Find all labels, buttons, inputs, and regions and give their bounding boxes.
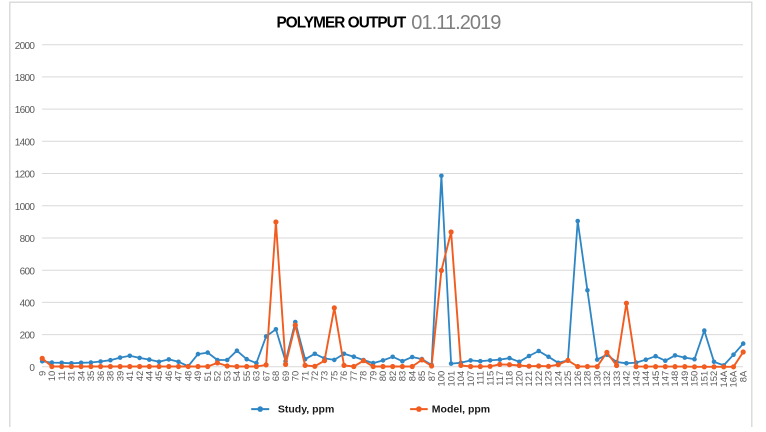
svg-text:85: 85	[416, 371, 427, 381]
svg-text:128: 128	[582, 371, 593, 387]
svg-text:117: 117	[494, 371, 505, 386]
svg-text:2000: 2000	[15, 41, 36, 52]
svg-text:400: 400	[20, 299, 36, 310]
svg-text:133: 133	[611, 371, 622, 387]
svg-text:48: 48	[182, 371, 193, 381]
svg-text:600: 600	[20, 266, 36, 277]
svg-text:101: 101	[445, 371, 456, 387]
svg-text:147: 147	[660, 371, 671, 387]
svg-text:1000: 1000	[15, 202, 36, 213]
svg-text:63: 63	[251, 371, 262, 381]
svg-text:79: 79	[367, 371, 378, 381]
svg-text:152: 152	[708, 371, 719, 387]
svg-text:36: 36	[95, 371, 106, 381]
svg-text:67: 67	[260, 371, 271, 381]
svg-text:200: 200	[20, 331, 36, 342]
svg-text:55: 55	[241, 371, 252, 381]
svg-text:148: 148	[669, 371, 680, 387]
svg-text:78: 78	[358, 371, 369, 381]
svg-text:01.11.2019: 01.11.2019	[411, 12, 501, 34]
svg-text:120: 120	[514, 371, 525, 387]
svg-text:POLYMER OUTPUT: POLYMER OUTPUT	[277, 15, 407, 32]
svg-text:125: 125	[562, 371, 573, 387]
svg-text:16A: 16A	[728, 370, 739, 387]
svg-text:41: 41	[124, 371, 135, 381]
svg-text:38: 38	[105, 371, 116, 381]
svg-text:52: 52	[212, 371, 223, 381]
svg-text:111: 111	[475, 371, 486, 385]
svg-text:124: 124	[552, 371, 563, 387]
svg-text:122: 122	[533, 371, 544, 387]
svg-text:100: 100	[436, 371, 447, 387]
svg-text:107: 107	[465, 371, 476, 387]
svg-text:83: 83	[397, 371, 408, 381]
svg-text:132: 132	[601, 371, 612, 387]
svg-text:76: 76	[338, 371, 349, 381]
svg-text:72: 72	[309, 371, 320, 381]
svg-text:Study, ppm: Study, ppm	[278, 404, 334, 416]
svg-text:49: 49	[192, 371, 203, 381]
svg-text:71: 71	[299, 371, 310, 381]
svg-text:142: 142	[621, 371, 632, 387]
svg-text:144: 144	[640, 371, 651, 387]
svg-text:84: 84	[406, 371, 417, 381]
svg-text:44: 44	[144, 371, 155, 381]
svg-text:130: 130	[591, 371, 602, 387]
svg-text:Model, ppm: Model, ppm	[432, 404, 490, 416]
svg-text:104: 104	[455, 371, 466, 387]
svg-text:69: 69	[280, 371, 291, 381]
svg-text:80: 80	[377, 371, 388, 381]
svg-text:75: 75	[329, 371, 340, 381]
svg-text:54: 54	[231, 371, 242, 381]
svg-text:11: 11	[56, 371, 67, 381]
svg-text:145: 145	[650, 371, 661, 387]
svg-text:1600: 1600	[15, 105, 36, 116]
svg-text:31: 31	[66, 371, 77, 381]
svg-text:8A: 8A	[737, 370, 748, 382]
svg-text:149: 149	[679, 371, 690, 387]
svg-text:42: 42	[134, 371, 145, 381]
svg-text:118: 118	[504, 371, 515, 386]
svg-text:150: 150	[689, 371, 700, 387]
svg-text:68: 68	[270, 371, 281, 381]
svg-text:47: 47	[173, 371, 184, 381]
svg-text:73: 73	[319, 371, 330, 381]
svg-text:34: 34	[75, 371, 86, 381]
svg-text:1800: 1800	[15, 73, 36, 84]
svg-text:10: 10	[46, 371, 57, 381]
svg-text:87: 87	[426, 371, 437, 381]
svg-text:51: 51	[202, 371, 213, 381]
svg-text:1200: 1200	[15, 170, 36, 181]
svg-text:123: 123	[543, 371, 554, 387]
svg-text:126: 126	[572, 371, 583, 387]
svg-text:45: 45	[153, 371, 164, 381]
svg-text:14A: 14A	[718, 370, 729, 387]
svg-text:143: 143	[630, 371, 641, 387]
svg-text:82: 82	[387, 371, 398, 381]
svg-text:121: 121	[523, 371, 534, 387]
svg-text:77: 77	[348, 371, 359, 381]
svg-text:0: 0	[29, 363, 35, 374]
svg-text:800: 800	[20, 234, 36, 245]
svg-text:46: 46	[163, 371, 174, 381]
svg-text:70: 70	[290, 371, 301, 381]
svg-text:151: 151	[699, 371, 710, 387]
svg-text:39: 39	[114, 371, 125, 381]
svg-text:9: 9	[36, 371, 47, 376]
svg-text:115: 115	[484, 371, 495, 386]
svg-text:1400: 1400	[15, 137, 36, 148]
svg-text:35: 35	[85, 371, 96, 381]
svg-text:53: 53	[221, 371, 232, 381]
